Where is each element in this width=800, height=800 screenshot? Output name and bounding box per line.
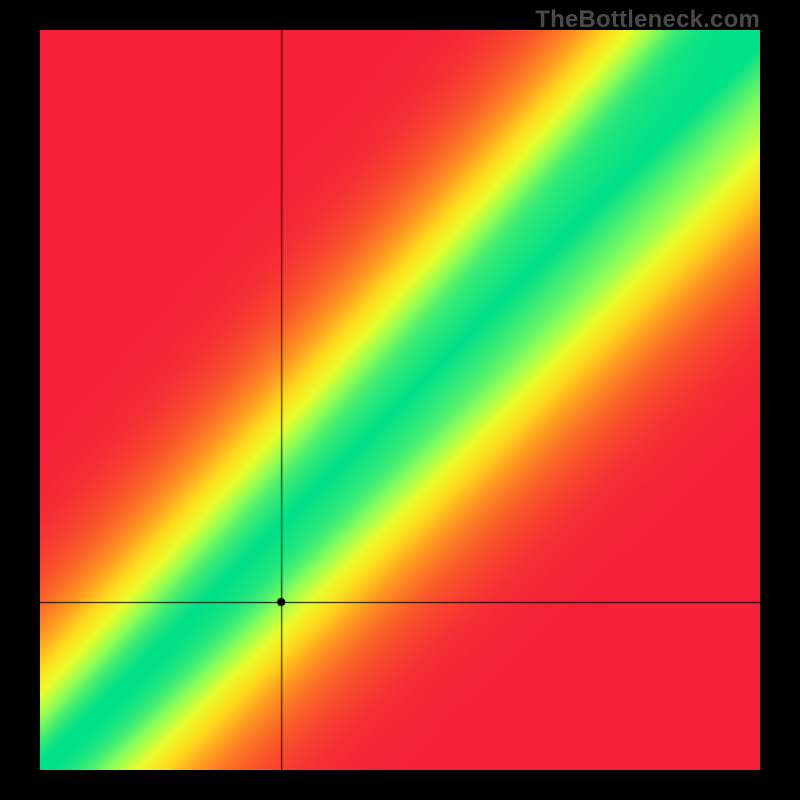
watermark-text: TheBottleneck.com	[535, 6, 760, 34]
bottleneck-heatmap	[40, 30, 760, 770]
